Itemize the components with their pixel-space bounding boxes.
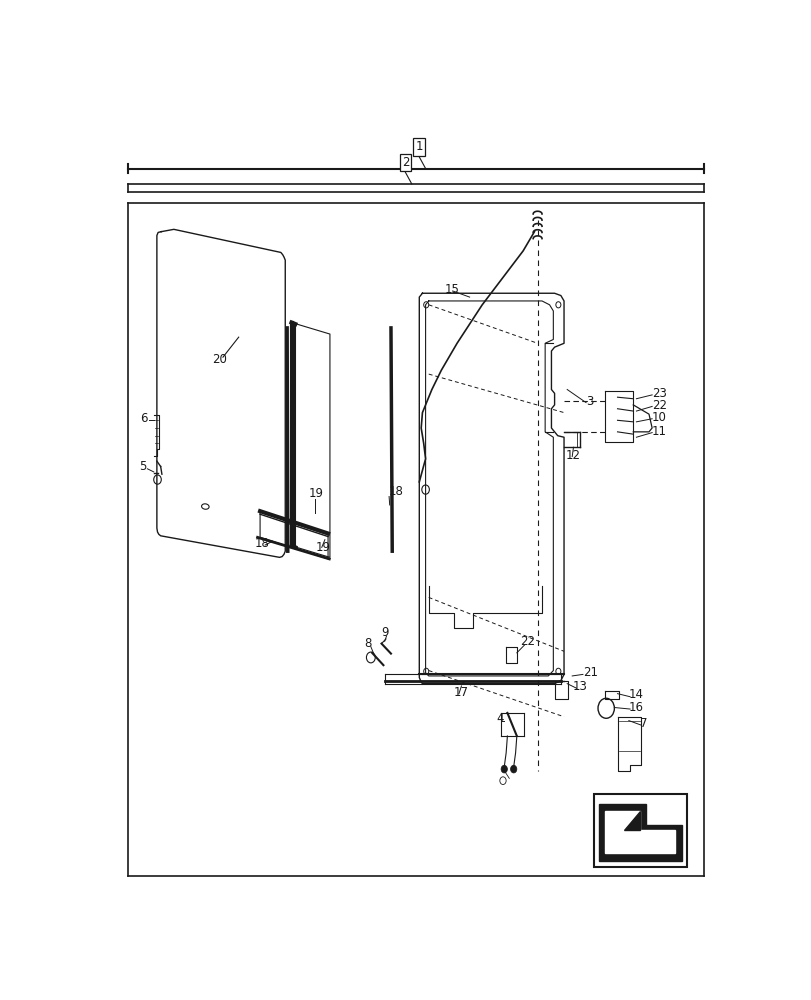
Text: 22: 22 xyxy=(651,399,667,412)
Bar xyxy=(593,794,686,867)
Text: 23: 23 xyxy=(651,387,666,400)
Polygon shape xyxy=(623,811,639,830)
Text: 21: 21 xyxy=(582,666,597,679)
Text: 2: 2 xyxy=(401,156,409,169)
Text: 18: 18 xyxy=(255,537,269,550)
Text: 18: 18 xyxy=(388,485,403,498)
Text: 17: 17 xyxy=(453,686,468,699)
Text: 1: 1 xyxy=(415,140,423,153)
Text: 3: 3 xyxy=(586,395,593,408)
Polygon shape xyxy=(598,804,681,861)
Text: 5: 5 xyxy=(139,460,147,473)
Text: 9: 9 xyxy=(381,626,388,639)
Text: 13: 13 xyxy=(572,680,586,693)
Text: 6: 6 xyxy=(140,412,148,425)
Circle shape xyxy=(510,765,516,773)
Text: 11: 11 xyxy=(651,425,667,438)
Text: 10: 10 xyxy=(651,411,666,424)
Text: 16: 16 xyxy=(628,701,643,714)
Polygon shape xyxy=(604,811,675,853)
Text: 4: 4 xyxy=(496,712,504,725)
Circle shape xyxy=(500,765,507,773)
Text: 14: 14 xyxy=(628,688,643,701)
Text: 12: 12 xyxy=(565,449,580,462)
Text: 8: 8 xyxy=(364,637,371,650)
Text: 15: 15 xyxy=(444,283,459,296)
Text: 22: 22 xyxy=(519,635,534,648)
Text: 20: 20 xyxy=(212,353,226,366)
Text: 19: 19 xyxy=(309,487,324,500)
Text: 19: 19 xyxy=(315,541,330,554)
Text: 7: 7 xyxy=(639,717,647,730)
